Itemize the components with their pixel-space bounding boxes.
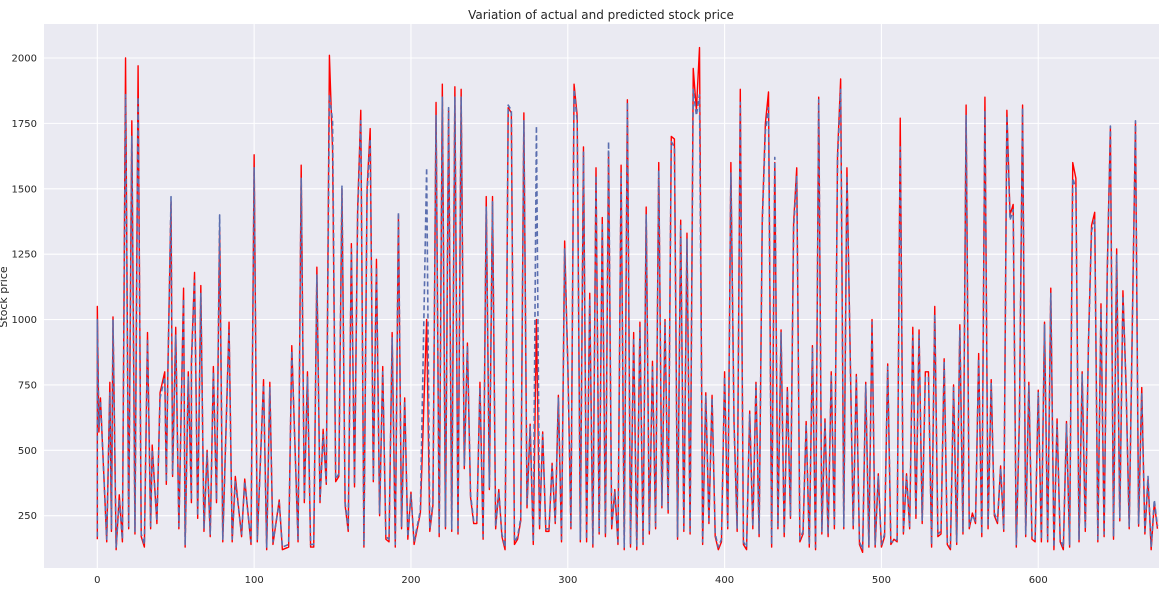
series-line-predicted <box>96 88 1159 551</box>
x-tick-label: 500 <box>872 575 891 586</box>
y-tick-label: 1750 <box>12 119 37 130</box>
x-tick-label: 200 <box>401 575 420 586</box>
y-tick-label: 2000 <box>12 54 37 65</box>
y-tick-label: 1250 <box>12 250 37 261</box>
x-axis-ticks: 0100200300400500600700 <box>94 575 1048 586</box>
x-tick-label: 300 <box>558 575 577 586</box>
x-tick-label: 600 <box>1029 575 1048 586</box>
y-tick-label: 500 <box>18 446 37 457</box>
x-tick-label: 400 <box>715 575 734 586</box>
x-tick-label: 0 <box>94 575 100 586</box>
y-tick-label: 250 <box>18 511 37 522</box>
y-axis-ticks: 250 500 750 1000 1250 1500 1750 2000 <box>12 54 37 523</box>
chart-title: Variation of actual and predicted stock … <box>468 8 734 22</box>
y-tick-label: 1500 <box>12 184 37 195</box>
y-tick-label: 1000 <box>12 315 37 326</box>
y-axis-label: Stock price <box>0 266 10 328</box>
y-tick-label: 750 <box>18 380 37 391</box>
x-tick-label: 100 <box>245 575 264 586</box>
series-group <box>96 46 1159 554</box>
